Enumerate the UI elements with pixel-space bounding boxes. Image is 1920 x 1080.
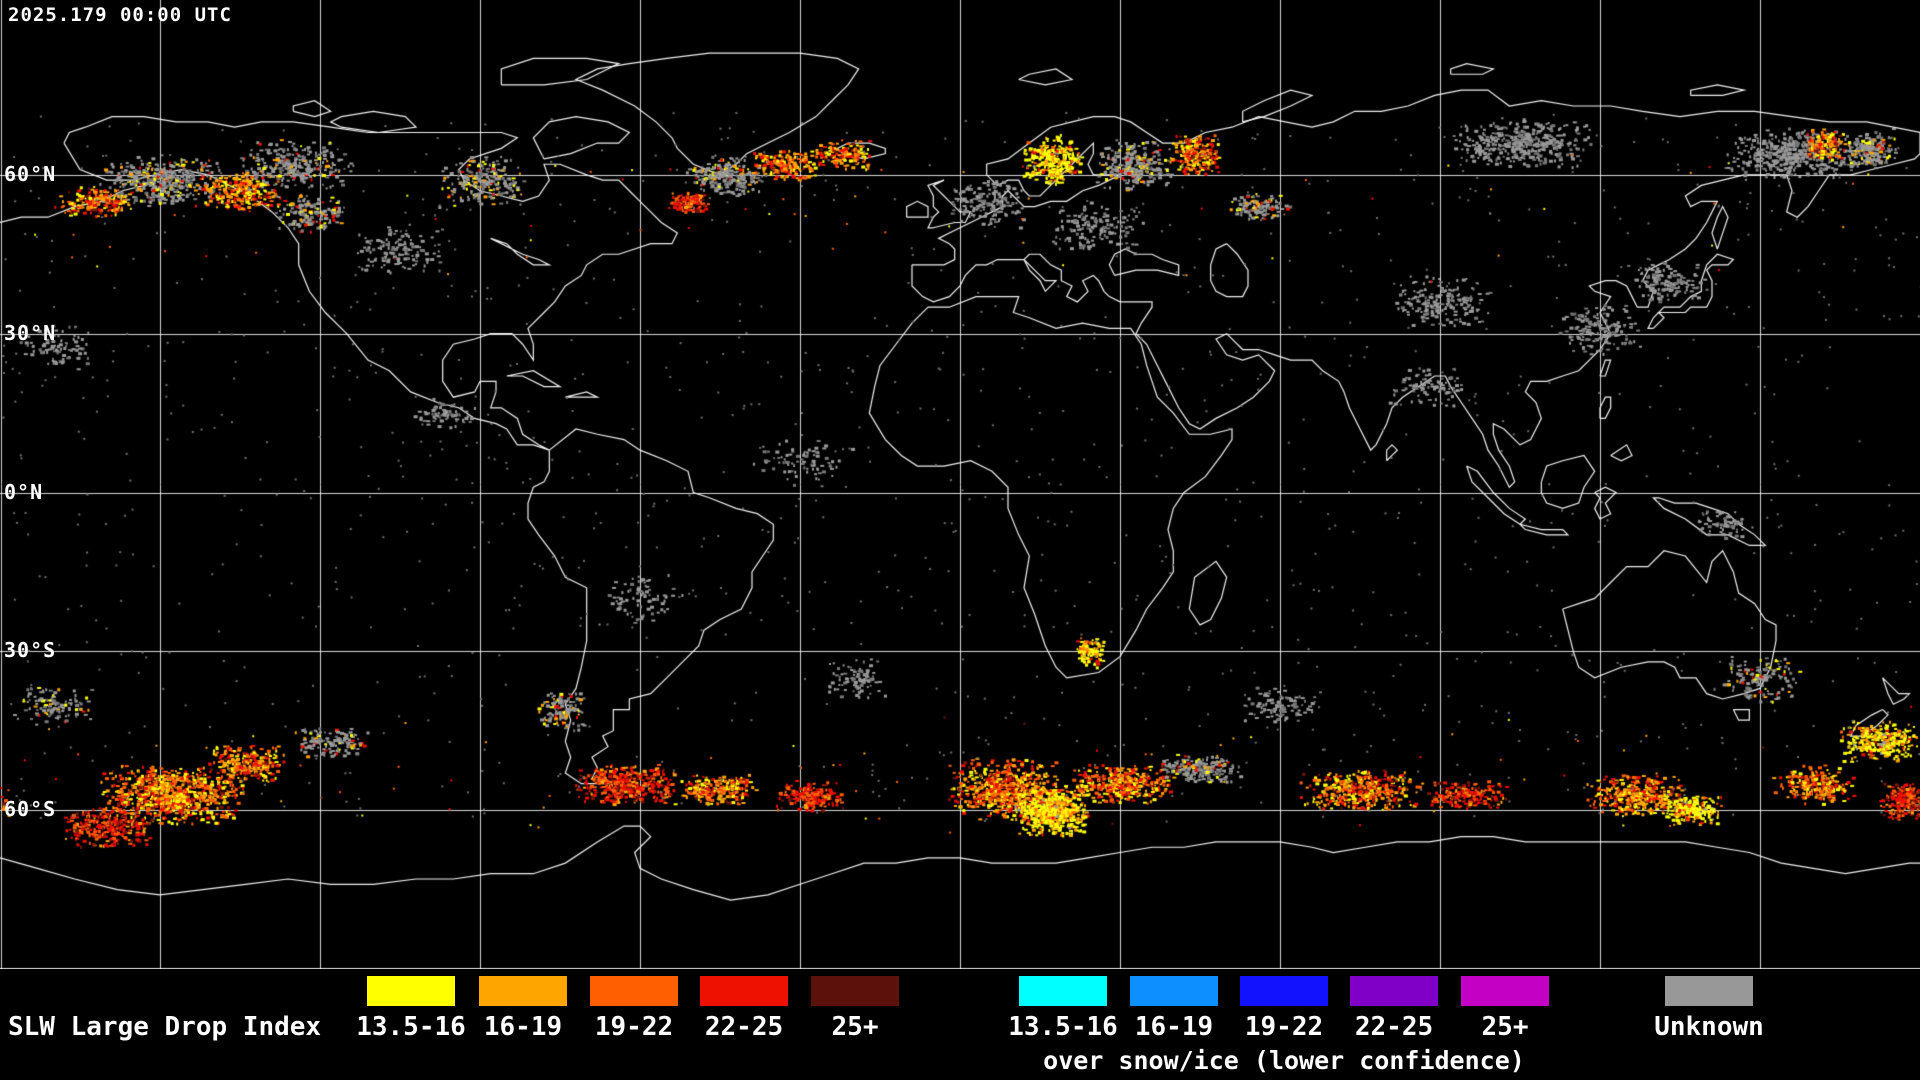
legend-label-snow-13-5-16: 13.5-16 <box>1008 1012 1118 1042</box>
legend-swatch-snow-22-25 <box>1350 976 1438 1006</box>
latitude-label-30s: 30°S <box>4 638 57 663</box>
legend-swatch-snow-25plus <box>1461 976 1549 1006</box>
legend-label-slw-22-25: 22-25 <box>704 1012 784 1042</box>
legend-swatch-slw-25plus <box>811 976 899 1006</box>
latitude-label-30n: 30°N <box>4 320 57 345</box>
legend-swatch-slw-13-5-16 <box>367 976 455 1006</box>
legend-swatch-slw-19-22 <box>590 976 678 1006</box>
legend-label-snow-22-25: 22-25 <box>1354 1012 1434 1042</box>
latitude-label-60s: 60°S <box>4 796 57 821</box>
timestamp: 2025.179 00:00 UTC <box>8 4 232 26</box>
legend-swatch-snow-19-22 <box>1240 976 1328 1006</box>
legend-swatch-snow-16-19 <box>1130 976 1218 1006</box>
legend-label-snow-16-19: 16-19 <box>1134 1012 1214 1042</box>
legend-label-slw-13-5-16: 13.5-16 <box>356 1012 466 1042</box>
legend-swatch-snow-13-5-16 <box>1019 976 1107 1006</box>
latitude-label-0n: 0°N <box>4 479 44 504</box>
legend-label-snow-25plus: 25+ <box>1481 1012 1529 1042</box>
legend-swatch-slw-16-19 <box>479 976 567 1006</box>
legend-title: SLW Large Drop Index <box>8 1012 322 1042</box>
legend-swatch-slw-22-25 <box>700 976 788 1006</box>
legend-label-slw-25plus: 25+ <box>831 1012 879 1042</box>
legend-snow-ice-caption: over snow/ice (lower confidence) <box>1043 1046 1525 1075</box>
legend-label-unknown: Unknown <box>1654 1012 1764 1042</box>
latitude-label-60n: 60°N <box>4 161 57 186</box>
legend-bar: SLW Large Drop Index 13.5-16 16-19 19-22… <box>0 969 1920 1080</box>
legend-swatch-unknown <box>1665 976 1753 1006</box>
legend-label-slw-16-19: 16-19 <box>483 1012 563 1042</box>
legend-label-slw-19-22: 19-22 <box>594 1012 674 1042</box>
legend-label-snow-19-22: 19-22 <box>1244 1012 1324 1042</box>
world-map-canvas <box>0 0 1920 969</box>
